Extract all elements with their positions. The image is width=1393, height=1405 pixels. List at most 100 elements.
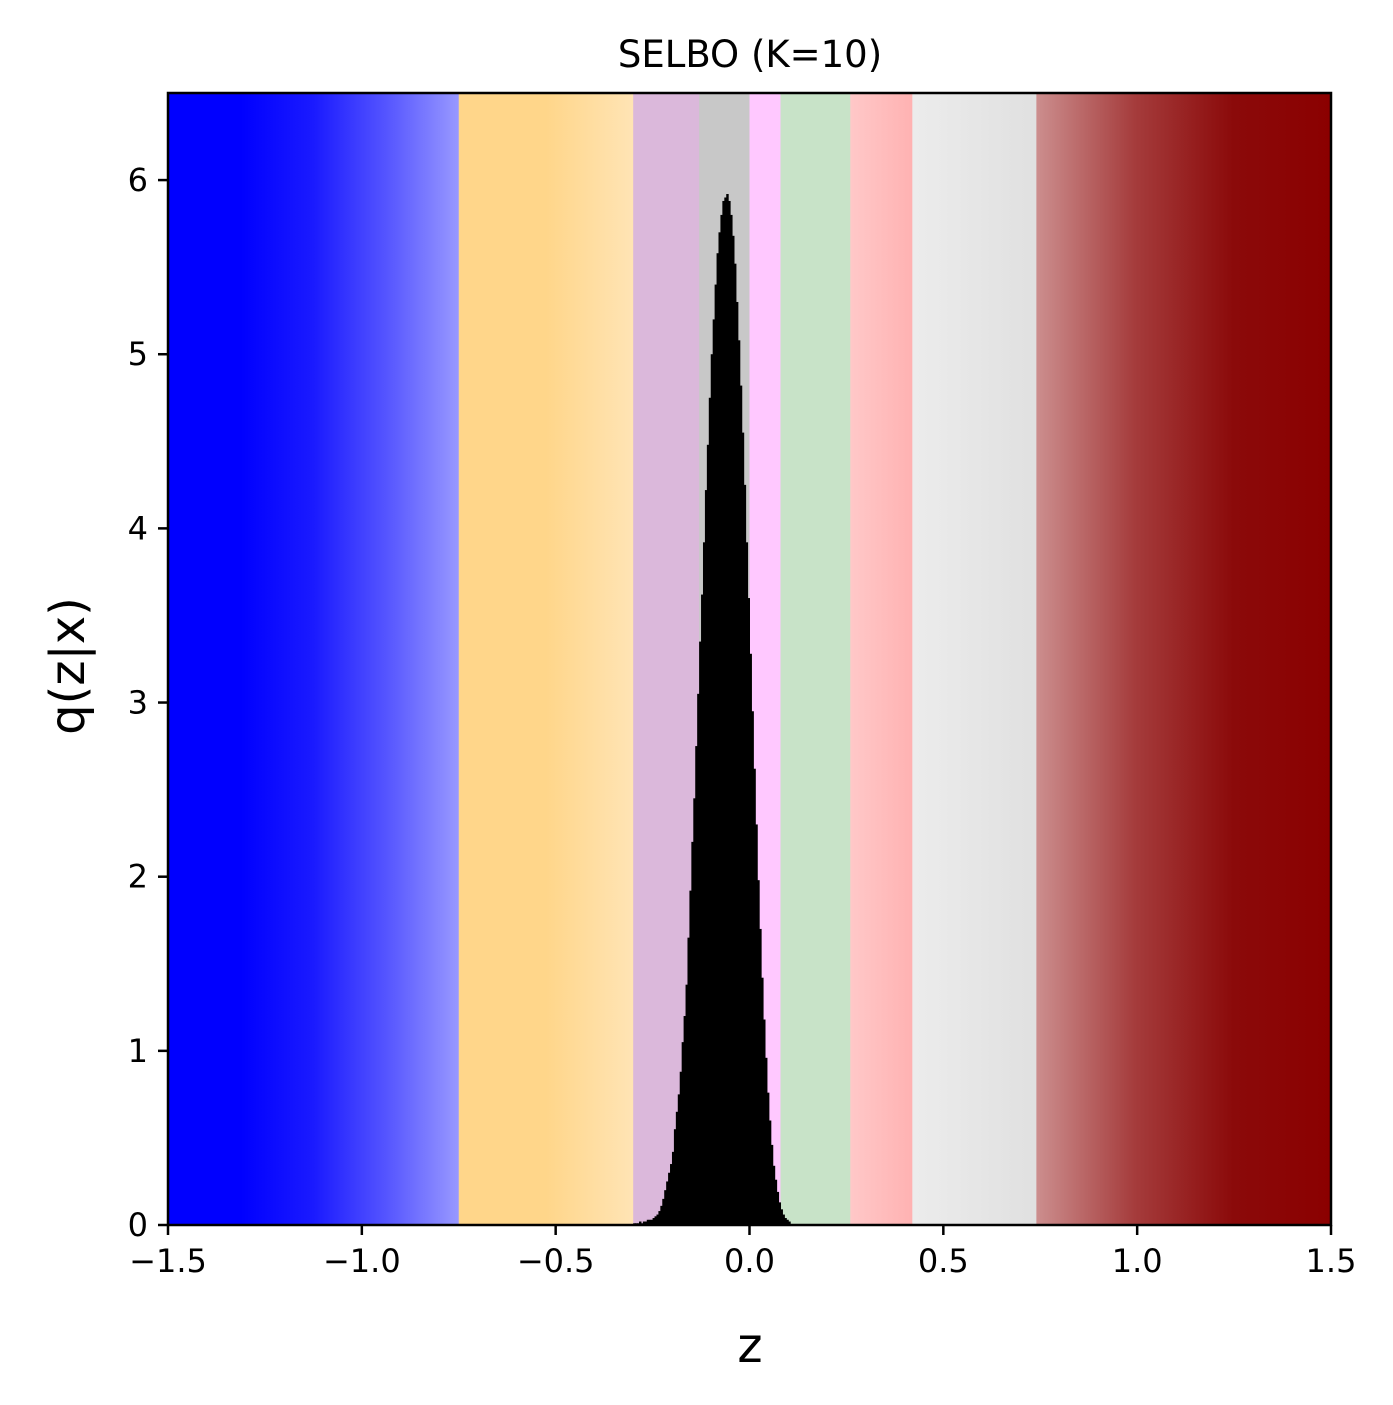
x-tick-label: −1.5 (129, 1242, 207, 1280)
x-tick-label: 0.0 (724, 1242, 775, 1280)
y-tick-label: 1 (128, 1032, 148, 1070)
background-region (1036, 93, 1332, 1225)
y-tick-label: 4 (128, 509, 148, 547)
histogram-bar (664, 1190, 667, 1225)
histogram-bar (778, 1202, 782, 1225)
y-tick-label: 0 (128, 1206, 148, 1244)
x-tick-label: −0.5 (517, 1242, 595, 1280)
histogram-bar (753, 768, 756, 1225)
histogram-bar (706, 444, 710, 1225)
histogram-bar (782, 1214, 785, 1225)
histogram-bar (786, 1219, 789, 1225)
histogram-bar (670, 1164, 673, 1225)
background-region (780, 93, 851, 1225)
histogram-bar (660, 1205, 663, 1225)
histogram-bar (735, 301, 739, 1225)
histogram-bar (741, 432, 745, 1226)
x-tick-label: −1.0 (323, 1242, 401, 1280)
histogram-bar (656, 1214, 659, 1225)
histogram-bar (739, 385, 743, 1225)
y-axis: 0 1 2 3 4 5 6 (128, 161, 168, 1244)
histogram-bar (745, 542, 749, 1225)
histogram-bar (704, 490, 708, 1225)
histogram-bar (708, 397, 712, 1225)
histogram-bar (644, 1221, 648, 1225)
x-tick-label: 1.0 (1112, 1242, 1163, 1280)
x-tick-label: 0.5 (918, 1242, 969, 1280)
histogram-bar (677, 1094, 681, 1225)
x-axis: −1.5 −1.0 −0.5 0.0 0.5 1.0 1.5 (129, 1225, 1356, 1280)
histogram-bar (642, 1221, 646, 1225)
histogram-bar (788, 1221, 791, 1225)
histogram-bar (755, 824, 758, 1225)
histogram-bar (695, 746, 698, 1225)
background-region (458, 93, 634, 1225)
histogram-bar (658, 1211, 661, 1225)
histogram-bar (710, 354, 714, 1225)
y-tick-label: 6 (128, 161, 148, 199)
histogram-bar (743, 484, 747, 1225)
histogram-bar (702, 542, 706, 1225)
histogram-bar (701, 594, 704, 1225)
histogram-bar (763, 1019, 766, 1225)
histogram-bar (668, 1172, 671, 1225)
histogram-bar (737, 340, 741, 1225)
histogram-bar (720, 214, 723, 1225)
histogram-bar (666, 1181, 669, 1225)
histogram-bar (675, 1111, 679, 1225)
histogram-bar (759, 928, 762, 1225)
histogram-bar (683, 1016, 687, 1225)
x-tick-label: 1.5 (1306, 1242, 1357, 1280)
histogram-bar (766, 1092, 770, 1225)
histogram-bar (772, 1165, 776, 1225)
histogram-bar (765, 1057, 768, 1225)
histogram-bar (662, 1198, 665, 1225)
histogram-bar (757, 880, 760, 1225)
y-tick-label: 5 (128, 335, 148, 373)
histogram-bar (784, 1218, 787, 1225)
histogram-bar (648, 1219, 652, 1225)
histogram-bar (728, 200, 731, 1226)
histogram-bar (687, 937, 690, 1225)
background-region (168, 93, 460, 1225)
histogram-bar (681, 1042, 685, 1225)
histogram-bar (691, 841, 694, 1225)
histogram-bar (693, 798, 696, 1225)
y-tick-label: 3 (128, 684, 148, 722)
histogram-bar (751, 711, 754, 1225)
histogram-bar (652, 1218, 656, 1225)
histogram-bar (733, 263, 737, 1225)
histogram-bar (718, 232, 721, 1226)
x-axis-label: z (737, 1318, 762, 1374)
histogram-bar (730, 214, 733, 1225)
histogram-bar (768, 1120, 772, 1225)
histogram-bar (654, 1216, 657, 1225)
histogram-bar (679, 1071, 683, 1225)
histogram-bar (646, 1219, 650, 1225)
histogram-bar (639, 1221, 642, 1225)
histogram-bar (722, 200, 725, 1226)
histogram-bar (689, 890, 692, 1225)
histogram-bar (671, 1151, 675, 1225)
y-tick-label: 2 (128, 858, 148, 896)
histogram-bar (716, 253, 719, 1225)
histogram-bar (714, 284, 718, 1226)
histogram-bar (780, 1209, 783, 1225)
histogram-bar (770, 1144, 774, 1225)
histogram-bar (685, 984, 688, 1225)
histogram-bar (712, 319, 716, 1225)
background-region (912, 93, 1037, 1225)
background-region (850, 93, 913, 1225)
chart-title: SELBO (K=10) (618, 33, 882, 76)
histogram-bar (774, 1179, 778, 1225)
histogram-bar (747, 598, 750, 1225)
histogram-bar (749, 653, 752, 1225)
histogram-bar (699, 641, 702, 1225)
histogram-bar (724, 197, 727, 1225)
histogram-bars (633, 194, 791, 1226)
histogram-bar (732, 235, 735, 1225)
histogram-bar (650, 1219, 654, 1225)
y-axis-label: q(z|x) (40, 597, 96, 735)
histogram-bar (697, 693, 700, 1225)
